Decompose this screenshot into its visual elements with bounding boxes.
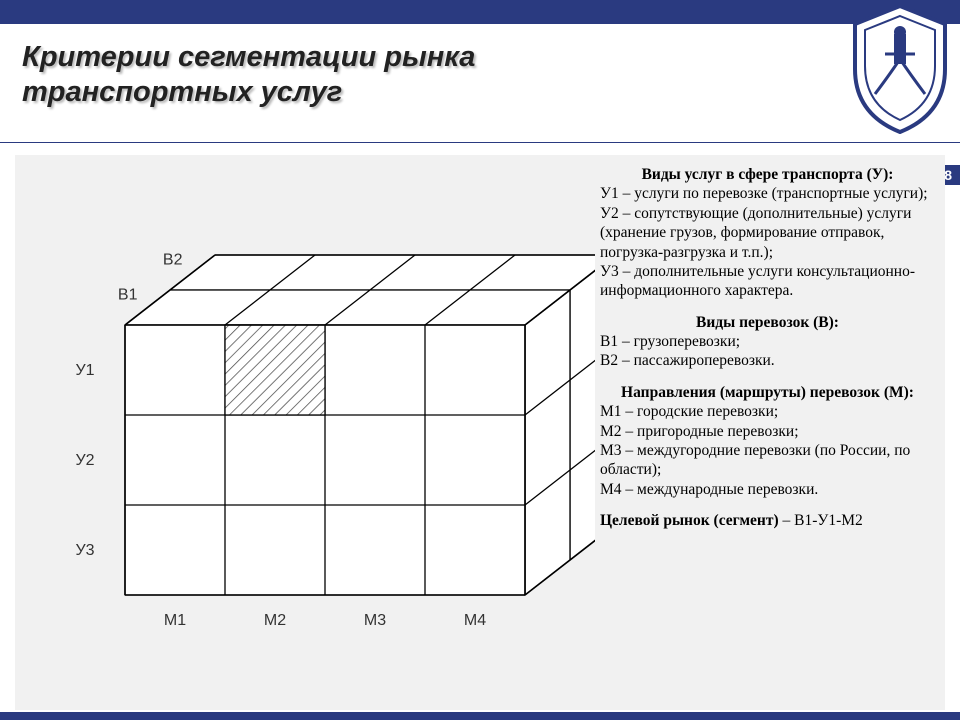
legend-routes: Направления (маршруты) перевозок (М): М1… xyxy=(600,383,935,499)
cube-diagram: У1 У2 У3 М1 М2 М3 М4 В1 В2 xyxy=(15,165,595,685)
svg-text:М2: М2 xyxy=(264,612,286,629)
legend-routes-item: М1 – городские перевозки; xyxy=(600,402,935,421)
svg-text:У2: У2 xyxy=(75,452,94,469)
svg-text:У3: У3 xyxy=(75,542,94,559)
logo-shield xyxy=(850,4,950,134)
title-line-1: Критерии сегментации рынка xyxy=(22,41,475,73)
title-rule xyxy=(0,142,960,143)
top-bar xyxy=(0,0,960,24)
legend-routes-header: Направления (маршруты) перевозок (М): xyxy=(600,383,935,402)
svg-text:М1: М1 xyxy=(164,612,186,629)
legend-types-item: В2 – пассажироперевозки. xyxy=(600,351,935,370)
legend-target-label: Целевой рынок (сегмент) xyxy=(600,512,779,529)
legend-target-value: В1-У1-М2 xyxy=(794,512,863,529)
legend-services-item: У2 – сопутствующие (дополнительные) услу… xyxy=(600,204,935,262)
legend-types-header: Виды перевозок (В): xyxy=(600,313,935,332)
legend-routes-item: М4 – международные перевозки. xyxy=(600,480,935,499)
legend-services-item: У3 – дополнительные услуги консультацион… xyxy=(600,262,935,301)
content-area: У1 У2 У3 М1 М2 М3 М4 В1 В2 Виды услуг в сфере тр… xyxy=(15,155,945,710)
svg-text:М4: М4 xyxy=(464,612,486,629)
legend-services-item: У1 – услуги по перевозке (транспортные у… xyxy=(600,184,935,203)
svg-text:М3: М3 xyxy=(364,612,386,629)
svg-text:У1: У1 xyxy=(75,362,94,379)
legend-target: Целевой рынок (сегмент) – В1-У1-М2 xyxy=(600,511,935,530)
bottom-bar xyxy=(0,712,960,720)
legend-types-item: В1 – грузоперевозки; xyxy=(600,332,935,351)
slide-title: Критерии сегментации рынка транспортных … xyxy=(22,40,475,110)
legend-types: Виды перевозок (В): В1 – грузоперевозки;… xyxy=(600,313,935,371)
legend-routes-item: М2 – пригородные перевозки; xyxy=(600,422,935,441)
legend-routes-item: М3 – междугородние перевозки (по России,… xyxy=(600,441,935,480)
legend-sidebar: Виды услуг в сфере транспорта (У): У1 – … xyxy=(600,165,935,542)
legend-services-header: Виды услуг в сфере транспорта (У): xyxy=(600,165,935,184)
svg-text:В1: В1 xyxy=(118,287,138,304)
legend-services: Виды услуг в сфере транспорта (У): У1 – … xyxy=(600,165,935,301)
svg-text:В2: В2 xyxy=(163,252,183,269)
title-line-2: транспортных услуг xyxy=(22,76,342,108)
